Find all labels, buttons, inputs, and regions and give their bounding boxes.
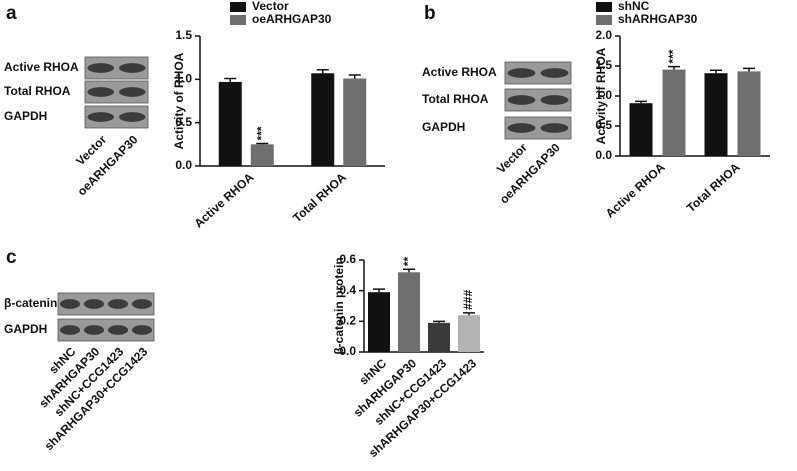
x-tick-label: Active RHOA xyxy=(603,160,668,221)
blot-band xyxy=(507,95,536,105)
error-bar xyxy=(668,65,680,70)
bar xyxy=(368,292,390,352)
legend-swatch xyxy=(230,15,246,25)
legend-swatch xyxy=(230,2,246,12)
blot-row-label: GAPDH xyxy=(4,322,47,336)
blot-band xyxy=(507,123,536,133)
error-bar xyxy=(316,69,329,74)
significance-label: *** xyxy=(254,126,268,140)
x-tick-label: Total RHOA xyxy=(684,160,743,215)
x-tick-label: Total RHOA xyxy=(290,170,349,225)
blot-band xyxy=(107,325,129,335)
panel-letter: a xyxy=(6,3,17,24)
legend-label: shARHGAP30 xyxy=(618,12,698,26)
blot-band xyxy=(83,299,105,309)
blot-band xyxy=(540,123,569,133)
legend-label: Vector xyxy=(252,0,289,13)
blot-band xyxy=(83,325,105,335)
error-bar xyxy=(348,74,361,79)
legend-label: shNC xyxy=(618,0,650,13)
legend-swatch xyxy=(596,2,612,12)
significance-label: ### xyxy=(461,290,475,310)
panel-letter: b xyxy=(424,3,436,24)
bar xyxy=(428,322,450,352)
blot-row-label: GAPDH xyxy=(4,109,47,123)
error-bar xyxy=(403,268,415,273)
error-bar xyxy=(463,312,475,316)
blot-row-label: Active RHOA xyxy=(422,65,497,79)
blot-row-label: Total RHOA xyxy=(4,84,71,98)
error-bar xyxy=(433,320,445,323)
y-tick-label: 1.5 xyxy=(175,28,192,42)
blot-strip xyxy=(504,88,572,112)
blot-row-label: Total RHOA xyxy=(422,92,489,106)
blot-band xyxy=(87,63,114,73)
y-tick-label: 0.0 xyxy=(175,158,192,172)
blot-band xyxy=(59,325,81,335)
blot-strip xyxy=(84,56,149,80)
blot-band xyxy=(119,87,146,97)
blot-band xyxy=(131,325,153,335)
y-tick-label: 0.6 xyxy=(339,252,356,266)
error-bar xyxy=(743,67,755,72)
bar xyxy=(343,78,367,166)
error-bar xyxy=(635,100,647,104)
y-axis-label: Activity of RHOA xyxy=(594,47,608,144)
y-axis-label: β-catenin protein xyxy=(332,257,346,354)
bar xyxy=(250,144,274,166)
y-tick-label: 0.4 xyxy=(339,283,356,297)
y-tick-label: 0.0 xyxy=(339,344,356,358)
blot-band xyxy=(87,112,114,122)
panel-letter: c xyxy=(6,247,17,268)
blot-strip xyxy=(57,318,155,342)
y-tick-label: 0.2 xyxy=(339,314,356,328)
blot-band xyxy=(119,63,146,73)
error-bar xyxy=(224,77,237,82)
blot-band xyxy=(107,299,129,309)
error-bar xyxy=(256,142,269,145)
bar xyxy=(629,103,653,156)
y-axis-label: Activity of RHOA xyxy=(172,52,186,149)
error-bar xyxy=(373,288,385,293)
blot-band xyxy=(540,95,569,105)
legend-swatch xyxy=(596,15,612,25)
bar xyxy=(311,73,335,166)
blot-band xyxy=(540,68,569,78)
y-tick-label: 0.0 xyxy=(595,148,612,162)
blot-strip xyxy=(84,105,149,129)
legend-label: oeARHGAP30 xyxy=(252,12,332,26)
blot-strip xyxy=(57,292,155,316)
blot-band xyxy=(87,87,114,97)
blot-band xyxy=(131,299,153,309)
error-bar xyxy=(710,69,722,74)
y-tick-label: 0.5 xyxy=(595,118,612,132)
blot-strip xyxy=(504,116,572,140)
blot-row-label: Active RHOA xyxy=(4,60,79,74)
bar xyxy=(398,272,420,352)
significance-label: *** xyxy=(666,49,680,63)
bar xyxy=(662,69,686,156)
blot-strip xyxy=(504,61,572,85)
significance-label: ** xyxy=(401,257,415,267)
y-tick-label: 0.5 xyxy=(175,115,192,129)
y-tick-label: 2.0 xyxy=(595,28,612,42)
y-tick-label: 1.0 xyxy=(175,72,192,86)
bar xyxy=(458,315,480,352)
blot-band xyxy=(119,112,146,122)
blot-strip xyxy=(84,80,149,104)
bar xyxy=(737,71,761,156)
blot-band xyxy=(59,299,81,309)
blot-row-label: GAPDH xyxy=(422,120,465,134)
blot-row-label: β-catenin xyxy=(4,296,57,310)
bar xyxy=(218,81,242,166)
blot-band xyxy=(507,68,536,78)
x-tick-label: Active RHOA xyxy=(192,170,257,231)
y-tick-label: 1.5 xyxy=(595,58,612,72)
y-tick-label: 1.0 xyxy=(595,88,612,102)
bar xyxy=(704,73,728,156)
